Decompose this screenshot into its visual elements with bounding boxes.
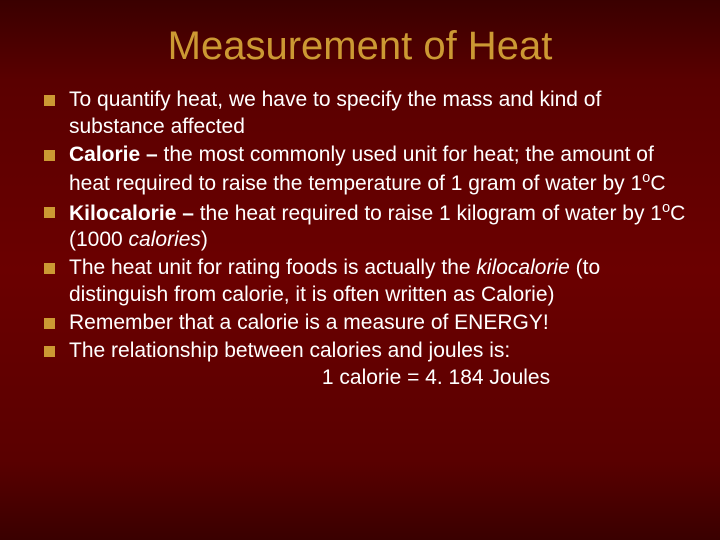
bullet-item: Calorie – the most commonly used unit fo… xyxy=(44,142,688,198)
bullet-item: Remember that a calorie is a measure of … xyxy=(44,310,688,337)
slide-title: Measurement of Heat xyxy=(32,24,688,69)
text-segment: Remember that a calorie is a measure of … xyxy=(69,311,549,334)
text-segment: the heat required to raise 1 kilogram of… xyxy=(200,202,662,225)
bullet-text: Kilocalorie – the heat required to raise… xyxy=(69,199,688,255)
bullet-item: The heat unit for rating foods is actual… xyxy=(44,255,688,309)
text-segment: ) xyxy=(201,228,208,251)
text-segment: kilocalorie xyxy=(476,256,569,279)
bullet-text: Calorie – the most commonly used unit fo… xyxy=(69,142,688,198)
bullet-item: The relationship between calories and jo… xyxy=(44,338,688,365)
text-segment: C xyxy=(650,172,665,195)
bullet-item: To quantify heat, we have to specify the… xyxy=(44,87,688,141)
square-bullet-icon xyxy=(44,150,55,161)
text-segment: calories xyxy=(129,228,201,251)
slide-content: To quantify heat, we have to specify the… xyxy=(32,87,688,390)
text-segment: The heat unit for rating foods is actual… xyxy=(69,256,476,279)
bullet-item: Kilocalorie – the heat required to raise… xyxy=(44,199,688,255)
bullet-text: The heat unit for rating foods is actual… xyxy=(69,255,688,309)
square-bullet-icon xyxy=(44,346,55,357)
text-segment: Calorie – xyxy=(69,143,164,166)
square-bullet-icon xyxy=(44,95,55,106)
bullet-text: The relationship between calories and jo… xyxy=(69,338,510,365)
text-segment: o xyxy=(662,200,670,216)
text-segment: Kilocalorie – xyxy=(69,202,200,225)
bullet-text: Remember that a calorie is a measure of … xyxy=(69,310,549,337)
text-segment: To quantify heat, we have to specify the… xyxy=(69,88,601,138)
bullet-list: To quantify heat, we have to specify the… xyxy=(44,87,688,365)
square-bullet-icon xyxy=(44,207,55,218)
square-bullet-icon xyxy=(44,263,55,274)
text-segment: The relationship between calories and jo… xyxy=(69,339,510,362)
square-bullet-icon xyxy=(44,318,55,329)
equation-line: 1 calorie = 4. 184 Joules xyxy=(184,366,688,390)
bullet-text: To quantify heat, we have to specify the… xyxy=(69,87,688,141)
